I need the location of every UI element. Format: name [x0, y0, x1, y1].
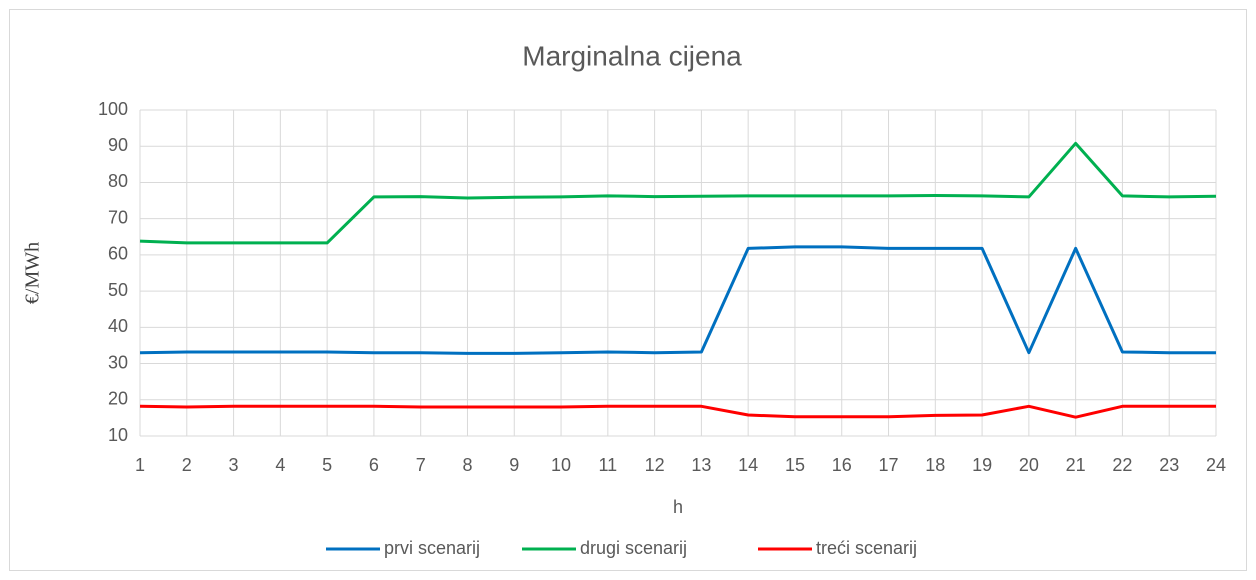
- legend-label: treći scenarij: [816, 538, 917, 558]
- x-tick-label: 4: [275, 455, 285, 475]
- x-tick-label: 3: [229, 455, 239, 475]
- y-tick-label: 60: [108, 244, 128, 264]
- x-tick-label: 13: [691, 455, 711, 475]
- x-tick-label: 12: [645, 455, 665, 475]
- x-tick-label: 5: [322, 455, 332, 475]
- x-tick-label: 10: [551, 455, 571, 475]
- chart-border: [9, 9, 1247, 571]
- series-line: [139, 404, 1216, 419]
- y-tick-label: 30: [108, 352, 128, 372]
- x-axis-label: h: [673, 497, 683, 517]
- chart-title: Marginalna cijena: [522, 40, 742, 71]
- x-tick-label: 9: [509, 455, 519, 475]
- series-line: [139, 141, 1217, 245]
- y-tick-label: 10: [108, 425, 128, 445]
- x-tick-label: 18: [925, 455, 945, 475]
- x-tick-label: 14: [738, 455, 758, 475]
- y-tick-label: 40: [108, 316, 128, 336]
- x-tick-label: 16: [832, 455, 852, 475]
- x-tick-label: 24: [1206, 455, 1226, 475]
- x-tick-label: 23: [1159, 455, 1179, 475]
- x-tick-label: 19: [972, 455, 992, 475]
- series-line: [139, 245, 1216, 355]
- x-tick-label: 17: [879, 455, 899, 475]
- x-tick-label: 1: [135, 455, 145, 475]
- x-tick-label: 2: [182, 455, 192, 475]
- x-tick-label: 7: [416, 455, 426, 475]
- y-tick-label: 20: [108, 389, 128, 409]
- y-tick-label: 70: [108, 207, 128, 227]
- x-tick-label: 21: [1066, 455, 1086, 475]
- y-tick-label: 80: [108, 171, 128, 191]
- y-tick-label: 90: [108, 135, 128, 155]
- y-tick-label: 50: [108, 280, 128, 300]
- x-tick-label: 8: [462, 455, 472, 475]
- y-axis-label: €/MWh: [22, 242, 44, 304]
- legend-label: drugi scenarij: [580, 538, 687, 558]
- x-tick-label: 11: [598, 455, 617, 475]
- x-tick-label: 15: [785, 455, 805, 475]
- x-tick-label: 20: [1019, 455, 1039, 475]
- y-tick-label: 100: [98, 99, 128, 119]
- x-tick-label: 6: [369, 455, 379, 475]
- legend-label: prvi scenarij: [384, 538, 480, 558]
- x-tick-label: 22: [1112, 455, 1132, 475]
